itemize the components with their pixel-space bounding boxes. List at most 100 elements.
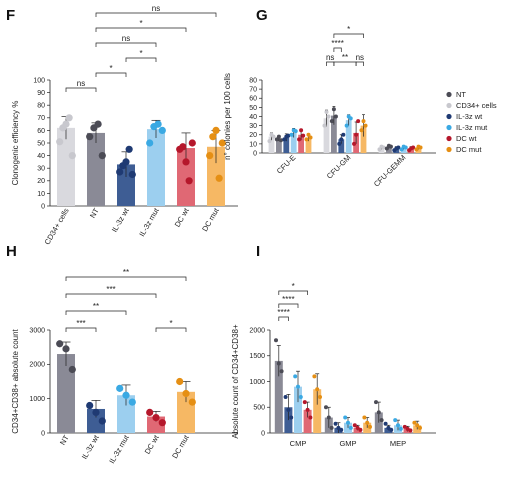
panel-f-0-point xyxy=(56,138,64,146)
panel-g-g2-s2-bar xyxy=(393,148,400,153)
panel-g-legend-label: DC mut xyxy=(456,145,482,154)
panel-i-g0-s4-bar xyxy=(313,389,322,433)
panel-f-5-point xyxy=(215,174,223,182)
panel-h-category-label: NT xyxy=(58,433,71,447)
panel-g-g2-s4-point xyxy=(411,145,416,150)
panel-f-2-point xyxy=(128,170,136,179)
panel-i-g1-s4-point xyxy=(365,420,370,425)
panel-i-g2-s4-point xyxy=(415,423,420,428)
panel-i-g0-s1-point xyxy=(289,415,294,420)
panel-g-ytick-label: 50 xyxy=(249,105,257,112)
panel-f-3-bar xyxy=(147,129,165,206)
panel-h-ytick-label: 0 xyxy=(41,430,45,437)
panel-g-legend-label: IL-3z mut xyxy=(456,123,488,132)
panel-g-legend-label: NT xyxy=(456,90,466,99)
panel-i-ytick-label: 2000 xyxy=(249,327,265,334)
panel-f-4-point xyxy=(179,143,187,151)
panel-h-category-label: DC mut xyxy=(170,433,191,460)
panel-i-ytick-label: 0 xyxy=(261,430,265,437)
panel-g-g0-s5-point xyxy=(304,137,309,142)
panel-g-ytick-label: 80 xyxy=(249,77,257,84)
panel-f-0-point xyxy=(65,114,73,122)
panel-g-g0-s1-bar xyxy=(268,136,275,153)
panel-i-g2-s0-point xyxy=(376,410,381,415)
panel-g-legend-marker xyxy=(446,102,452,109)
panel-f-ytick-label: 30 xyxy=(37,166,45,173)
panel-f-ytick-label: 50 xyxy=(37,140,45,147)
panel-i-g1-s1-point xyxy=(336,425,341,430)
panel-g-legend-label: IL-3z wt xyxy=(456,112,483,121)
panel-g-ytick-label: 30 xyxy=(249,123,257,130)
panel-g-sig-bracket xyxy=(355,61,364,66)
panel-i-group-label: GMP xyxy=(339,439,356,448)
panel-g-ytick-label: 20 xyxy=(249,132,257,139)
panel-g-g0-s2-point xyxy=(286,133,291,138)
panel-g-g0-s4-bar xyxy=(298,134,304,153)
panel-f-category-label: DC wt xyxy=(173,206,191,229)
panel-label-h: H xyxy=(6,243,17,260)
panel-label-f: F xyxy=(6,7,15,24)
panel-i-ytick-label: 1500 xyxy=(249,353,265,360)
panel-g-g1-s4-point xyxy=(356,119,361,124)
panel-i-g2-s1-point xyxy=(389,427,394,432)
panel-i-g0-s4-point xyxy=(318,394,322,399)
panel-f-sig-bracket xyxy=(95,72,127,77)
panel-f-4-point xyxy=(188,139,196,147)
panel-h-0-point xyxy=(56,340,64,348)
panel-i-g0-s2-point xyxy=(298,394,303,399)
panel-f-ytick-label: 40 xyxy=(37,153,45,160)
panel-i-g1-s4-point xyxy=(368,424,372,429)
panel-f-4-bar xyxy=(177,148,195,206)
panel-f-0-point xyxy=(62,120,70,128)
panel-g-y-label: n° colonies per 100 cells xyxy=(223,73,232,160)
panel-h-sig-label: *** xyxy=(106,285,115,294)
panel-h-3-point xyxy=(152,413,160,422)
panel-h-2-point xyxy=(128,398,136,406)
panel-g-g1-s2-point xyxy=(337,141,342,146)
panel-g-g0-s3-bar xyxy=(290,132,297,153)
panel-h-3-point xyxy=(158,419,166,427)
panel-f-3-point xyxy=(154,120,162,128)
panel-g-sig-label: * xyxy=(347,25,350,34)
panel-i-g1-s3-point xyxy=(352,423,357,428)
panel-g-g2-s5-bar xyxy=(415,147,422,153)
panel-g-g1-s2-point xyxy=(339,137,344,142)
panel-g-g2-s3-bar xyxy=(400,147,407,153)
panel-f-5-bar xyxy=(207,146,225,206)
panel-i-g2-s4-point xyxy=(412,420,417,425)
panel-f-ytick-label: 20 xyxy=(37,178,45,185)
panel-h-sig-bracket xyxy=(65,293,157,298)
panel-g-g1-s3-point xyxy=(348,116,353,121)
panel-g-g0-s3-point xyxy=(293,129,298,134)
panel-i-sig-bracket xyxy=(278,290,308,295)
panel-f-sig-label: * xyxy=(139,19,142,28)
panel-g-group-label: CFU-GM xyxy=(325,153,353,181)
panel-g-sig-label: ** xyxy=(342,53,348,62)
panel-g-g0-s2-bar xyxy=(283,137,290,153)
panel-h-0-bar xyxy=(57,354,75,433)
panel-g-g2-s0-point xyxy=(384,146,389,151)
panel-h-1-point xyxy=(98,417,106,425)
panel-h-2-point xyxy=(122,391,130,399)
panel-i-g0-s0-point xyxy=(279,369,284,374)
panel-f-ytick-label: 70 xyxy=(37,115,45,122)
panel-g-g1-s5-point xyxy=(359,128,364,133)
panel-f-category-label: DC mut xyxy=(200,206,221,233)
panel-f-3-point xyxy=(146,139,154,147)
panel-g-legend-marker xyxy=(446,124,452,131)
panel-g-g1-s3-bar xyxy=(345,120,352,153)
panel-i-g2-s2-point xyxy=(393,418,398,423)
panel-h-sig-bracket xyxy=(65,310,127,315)
panel-g-g0-s4-point xyxy=(297,137,302,142)
panel-f-sig-label: * xyxy=(109,64,112,73)
panel-h-4-point xyxy=(182,389,190,398)
panel-g-g1-s1-point xyxy=(326,114,331,119)
panel-i-g2-s3-point xyxy=(402,424,407,429)
panel-i-g2-s2-point xyxy=(398,426,403,431)
panel-g-g1-s5-bar xyxy=(360,125,367,153)
panel-i-g1-s2-point xyxy=(343,415,348,420)
panel-g-sig-bracket xyxy=(333,47,342,52)
panel-i-group-label: CMP xyxy=(290,439,307,448)
panel-h-sig-bracket xyxy=(65,276,187,281)
panel-h-category-label: IL-3z wt xyxy=(80,433,101,461)
